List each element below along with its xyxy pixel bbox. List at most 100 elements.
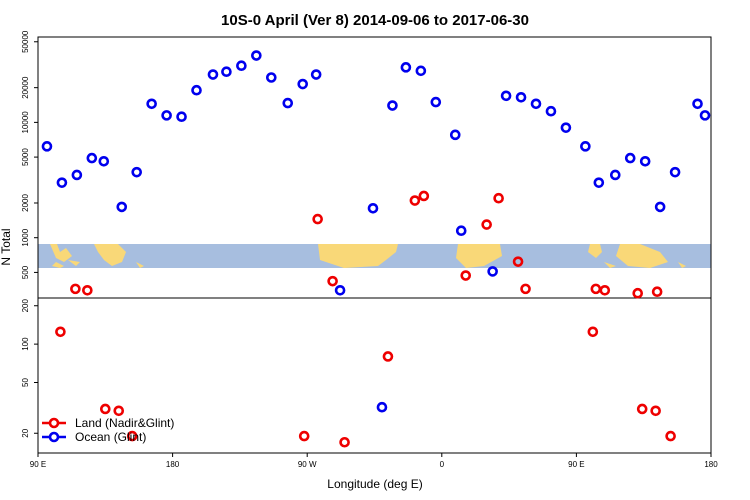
upper-ocean-point [400,62,412,73]
y-tick-label: 100 [21,337,30,351]
lower-panel-frame [37,297,712,454]
upper-ocean-point [161,110,172,121]
upper-ocean-point [560,122,572,133]
lower-land-point [636,403,648,415]
upper-ocean-point [41,141,53,152]
upper-ocean-point [654,201,666,213]
upper-ocean-point [236,60,247,72]
x-tick-label: 0 [440,460,445,469]
legend-label: Land (Nadir&Glint) [75,416,174,430]
upper-ocean-point [86,152,98,164]
lower-land-point [298,430,310,442]
upper-land-point [590,283,602,295]
upper-ocean-point [699,110,711,121]
map-land-shape [50,244,72,262]
chart-title: 10S-0 April (Ver 8) 2014-09-06 to 2017-0… [221,12,529,29]
upper-ocean-point [131,166,143,178]
upper-land-point [460,270,472,281]
upper-ocean-point [430,96,442,108]
y-tick-label: 20000 [21,76,30,99]
upper-land-point [70,283,81,295]
map-land-shape [456,244,502,268]
upper-ocean-point [297,78,309,90]
upper-ocean-point [387,100,398,111]
legend-marker [48,431,60,443]
y-axis-label: N Total [0,228,13,265]
upper-land-point [82,284,93,296]
upper-ocean-point [639,155,651,167]
x-tick-label: 90 E [568,460,584,469]
upper-ocean-point [207,69,219,80]
lower-land-point [587,326,599,338]
upper-ocean-point [116,201,128,213]
y-tick-label: 1000 [21,228,30,246]
upper-ocean-point [56,177,68,188]
map-land-shape [52,262,64,268]
upper-ocean-point [71,169,83,181]
lower-land-point [339,436,350,448]
upper-ocean-point [266,72,277,83]
upper-panel-points [41,50,711,299]
lower-panel-points [55,326,676,448]
upper-ocean-point [669,166,681,178]
upper-ocean-point [545,105,557,117]
map-land-shape [136,262,144,268]
map-land-shape [94,244,126,266]
upper-land-point [493,192,504,204]
lower-land-point [650,405,661,417]
upper-land-point [409,195,421,206]
y-tick-label: 2000 [21,194,30,212]
map-land-shape [678,262,686,268]
map-land-shape [588,244,602,258]
lower-land-point [113,405,125,417]
upper-ocean-point [455,225,467,237]
lower-land-point [55,326,66,338]
x-tick-label: 90 W [298,460,317,469]
map-land-shape [604,262,616,268]
x-tick-label: 180 [166,460,180,469]
lower-land-point [126,430,138,442]
upper-ocean-point [221,66,232,78]
upper-ocean-point [487,266,498,277]
x-axis: 90 E 180 90 W 0 90 E 180 [30,453,718,469]
upper-ocean-point [593,177,605,188]
upper-ocean-point [500,90,512,102]
upper-ocean-point [367,202,379,214]
lower-y-axis: 20 50 100 200 [21,299,38,438]
x-tick-label: 180 [704,460,718,469]
upper-ocean-point [415,65,427,77]
upper-ocean-point [609,169,621,181]
y-tick-label: 50000 [21,30,30,53]
lower-land-point [382,351,394,362]
lower-land-point [665,430,676,442]
y-tick-label: 5000 [21,148,30,166]
lower-land-point [100,403,111,415]
upper-land-point [632,287,644,299]
map-land-shape [68,260,80,266]
upper-ocean-point [251,50,262,61]
upper-ocean-point [449,129,461,141]
upper-land-point [512,256,524,267]
upper-ocean-point [692,98,703,110]
legend-label: Ocean (Glint) [75,430,146,444]
y-tick-label: 20 [21,428,30,437]
upper-ocean-point [624,152,636,164]
upper-ocean-point [530,98,542,110]
y-tick-label: 500 [21,265,30,279]
plot-frames [37,36,712,454]
upper-ocean-point [580,141,591,152]
y-tick-label: 10000 [21,111,30,134]
y-tick-label: 200 [21,299,30,313]
upper-land-point [481,219,492,230]
x-tick-label: 90 E [30,460,46,469]
legend-marker [48,417,60,429]
upper-ocean-point [515,91,527,103]
upper-land-point [651,286,663,298]
upper-ocean-point [191,84,202,96]
upper-ocean-point [282,97,294,109]
upper-ocean-point [98,155,110,167]
upper-ocean-point [146,98,157,110]
map-strip [38,244,711,268]
upper-y-axis: 500 1000 2000 5000 10000 20000 50000 [21,30,38,279]
upper-land-point [312,213,323,225]
